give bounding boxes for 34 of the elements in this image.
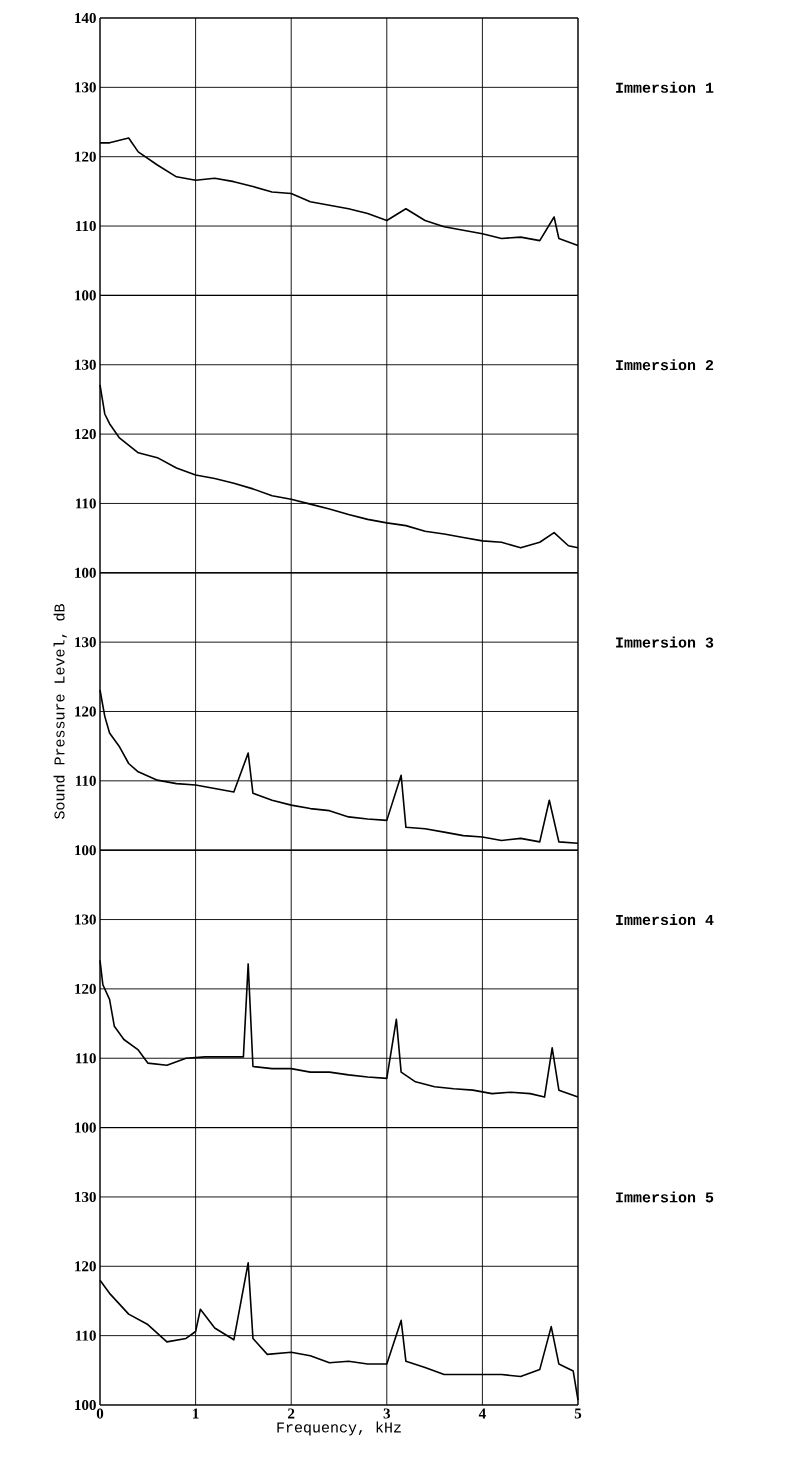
x-tick-label: 0 [96, 1408, 104, 1419]
x-tick-label: 1 [193, 1408, 199, 1419]
y-tick-label: 110 [76, 220, 96, 232]
y-tick-label: 100 [75, 1122, 96, 1133]
y-tick-label: 110 [76, 775, 96, 786]
y-axis-title: Sound Pressure Level, dB [53, 604, 68, 819]
y-tick-label: 130 [75, 637, 96, 648]
y-tick-label: 100 [75, 845, 96, 856]
y-tick-label: 130 [75, 359, 96, 370]
y-tick-label: 120 [75, 429, 96, 440]
x-tick-label: 3 [383, 1408, 391, 1419]
y-tick-label: 120 [75, 1261, 96, 1272]
x-tick-label: 2 [288, 1408, 295, 1419]
text: Immersion 5 [616, 1191, 714, 1203]
y-tick-label: 100 [75, 567, 96, 578]
y-tick-label: 130 [75, 914, 96, 925]
x-tick-label: 4 [478, 1408, 486, 1419]
y-tick-label: 110 [76, 1053, 96, 1064]
y-tick-label: 100 [75, 1399, 96, 1411]
text: Immersion 1 [616, 81, 714, 93]
y-tick-label: 120 [75, 151, 96, 162]
text: Immersion 3 [616, 636, 714, 648]
y-tick-label: 100 [75, 290, 96, 301]
text: Immersion 2 [616, 359, 714, 371]
y-tick-label: 120 [75, 706, 96, 717]
y-tick-label: 140 [75, 12, 96, 24]
y-tick-label: 130 [75, 1191, 96, 1202]
y-tick-label: 120 [75, 983, 96, 994]
x-axis-title: Frequency, kHz [277, 1421, 401, 1436]
text: Immersion 4 [616, 914, 714, 926]
x-tick-label: 5 [574, 1408, 582, 1419]
y-tick-label: 110 [76, 498, 96, 509]
y-tick-label: 130 [75, 82, 96, 93]
y-tick-label: 110 [76, 1330, 96, 1341]
